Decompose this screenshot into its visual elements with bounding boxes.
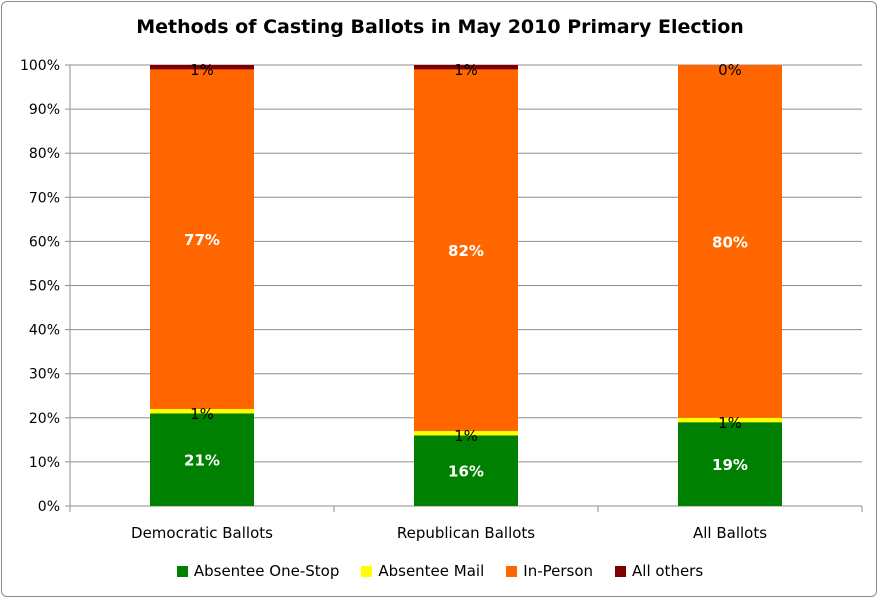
- bar-absentee-mail: [414, 431, 518, 436]
- data-label: 19%: [712, 456, 748, 474]
- legend-swatch: [615, 565, 627, 577]
- y-tick-label: 50%: [29, 279, 60, 295]
- data-label: 21%: [184, 452, 220, 470]
- bar-in-person: [678, 65, 782, 418]
- legend-item: In-Person: [506, 562, 593, 580]
- chart-legend: Absentee One-Stop Absentee Mail In-Person A…: [0, 562, 880, 580]
- bar-in-person: [150, 69, 254, 409]
- legend-swatch: [361, 565, 373, 577]
- bar-absentee-one-stop: [414, 435, 518, 506]
- x-tick-label: Republican Ballots: [397, 524, 535, 542]
- bar-absentee-mail: [150, 408, 254, 414]
- bar-all-others: [414, 65, 518, 70]
- data-label: 16%: [448, 463, 484, 481]
- legend-item: Absentee Mail: [361, 562, 484, 580]
- y-tick-label: 0%: [38, 499, 60, 515]
- chart-title: Methods of Casting Ballots in May 2010 P…: [136, 16, 744, 38]
- legend-item: All others: [615, 562, 703, 580]
- data-label: 1%: [718, 414, 742, 432]
- legend-label: In-Person: [523, 562, 594, 580]
- legend-swatch: [506, 565, 518, 577]
- bar-in-person: [414, 69, 518, 432]
- y-tick-label: 10%: [29, 455, 60, 471]
- legend-label: Absentee One-Stop: [193, 562, 340, 580]
- y-tick-label: 70%: [29, 190, 60, 206]
- data-label: 0%: [718, 61, 742, 79]
- data-label: 1%: [454, 61, 478, 79]
- y-tick-label: 40%: [29, 323, 60, 339]
- data-label: 1%: [454, 427, 478, 445]
- bar-all-others: [150, 65, 254, 70]
- data-label: 1%: [190, 61, 214, 79]
- legend-label: All others: [632, 562, 704, 580]
- y-tick-label: 60%: [29, 234, 60, 250]
- y-tick-label: 80%: [29, 146, 60, 162]
- y-tick-label: 90%: [29, 102, 60, 118]
- data-label: 1%: [190, 405, 214, 423]
- y-tick-label: 30%: [29, 367, 60, 383]
- y-tick-label: 20%: [29, 411, 60, 427]
- data-label: 80%: [712, 233, 748, 251]
- legend-item: Absentee One-Stop: [176, 562, 340, 580]
- legend-label: Absentee Mail: [378, 562, 485, 580]
- bar-absentee-one-stop: [150, 413, 254, 506]
- bar-absentee-mail: [678, 417, 782, 423]
- bar-absentee-one-stop: [678, 422, 782, 506]
- x-tick-label: All Ballots: [693, 524, 767, 542]
- data-label: 77%: [184, 231, 220, 249]
- y-tick-label: 100%: [20, 58, 60, 74]
- legend-swatch: [176, 565, 188, 577]
- data-label: 82%: [448, 242, 484, 260]
- x-tick-label: Democratic Ballots: [131, 524, 273, 542]
